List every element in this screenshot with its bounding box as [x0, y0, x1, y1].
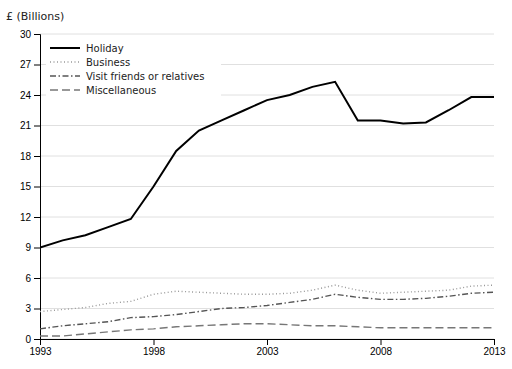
tick-label: 27 [20, 59, 32, 70]
tick: 15 [20, 181, 40, 192]
grid-line [40, 186, 494, 187]
tick-mark [34, 248, 40, 249]
tick-mark [34, 65, 40, 66]
legend: Holiday Business Visit friends or relative… [46, 40, 221, 98]
tick-mark [267, 339, 268, 345]
tick-label: 24 [20, 90, 32, 101]
tick-label: 0 [25, 334, 31, 345]
tick: 18 [20, 151, 40, 162]
x-axis: 1993 1998 2003 2008 2013 [29, 339, 506, 357]
tick: 21 [20, 120, 40, 131]
tick-label: 18 [20, 151, 32, 162]
tick: 3 [25, 303, 40, 314]
legend-label: Holiday [86, 43, 124, 54]
tick-mark [34, 339, 40, 340]
grid-line [40, 278, 494, 279]
legend-item: Holiday [50, 43, 124, 54]
tick-label: 9 [25, 242, 31, 253]
tick-label: 3 [25, 303, 31, 314]
legend-label: Business [86, 57, 130, 68]
tick: 1998 [143, 339, 166, 357]
lines [40, 82, 494, 336]
grid-line [40, 308, 494, 309]
y-axis: 0 3 6 9 12 15 18 21 24 27 30 [20, 29, 41, 345]
chart: 1993 1998 2003 2008 2013 0 3 6 9 12 15 18 21 24 27 30 Ho… [0, 0, 512, 369]
grid-line [40, 217, 494, 218]
legend-swatch [50, 75, 80, 76]
tick: 12 [20, 212, 40, 223]
legend-item: Visit friends or relatives [50, 71, 204, 82]
legend-background [46, 40, 221, 98]
tick: 0 [25, 334, 40, 345]
legend-swatch [50, 47, 80, 49]
tick: 24 [20, 90, 40, 101]
tick: 2008 [370, 339, 393, 357]
tick-mark [34, 217, 40, 218]
legend-item: Business [50, 57, 130, 68]
grid [40, 34, 494, 339]
tick-mark [34, 156, 40, 157]
legend-label: Miscellaneous [86, 85, 156, 96]
tick-label: 2003 [256, 346, 279, 357]
series-line [40, 82, 494, 248]
tick-mark [34, 309, 40, 310]
tick: 6 [25, 273, 40, 284]
tick-mark [494, 339, 495, 345]
series-line [40, 324, 494, 336]
plot: 1993 1998 2003 2008 2013 0 3 6 9 12 15 18 21 24 27 30 Ho… [20, 29, 506, 357]
series-line [40, 292, 494, 329]
legend-label: Visit friends or relatives [86, 71, 204, 82]
tick: 2013 [483, 339, 506, 357]
tick-mark [154, 339, 155, 345]
tick-label: 30 [20, 29, 32, 40]
tick: 9 [25, 242, 40, 253]
tick-label: 15 [20, 181, 32, 192]
grid-line [40, 247, 494, 248]
axis-line [41, 340, 495, 346]
grid-line [40, 34, 494, 35]
tick-label: 21 [20, 120, 32, 131]
tick-mark [34, 278, 40, 279]
tick-label: 1993 [29, 346, 52, 357]
tick-label: 2013 [483, 346, 506, 357]
legend-item: Miscellaneous [50, 85, 156, 96]
axis-line [34, 35, 41, 340]
tick-mark [34, 126, 40, 127]
y-axis-label: £ (Billions) [6, 10, 64, 23]
grid-line [40, 125, 494, 126]
legend-swatch [50, 89, 80, 90]
legend-swatch [50, 61, 80, 62]
tick: 30 [20, 29, 40, 40]
tick-label: 12 [20, 212, 32, 223]
tick-mark [381, 339, 382, 345]
tick: 1993 [29, 339, 52, 357]
tick-label: 2008 [370, 346, 393, 357]
tick: 27 [20, 59, 40, 70]
tick-mark [34, 95, 40, 96]
tick-label: 1998 [143, 346, 166, 357]
tick-mark [34, 34, 40, 35]
tick-mark [34, 187, 40, 188]
tick-label: 6 [25, 273, 31, 284]
tick: 2003 [256, 339, 279, 357]
grid-line [40, 156, 494, 157]
